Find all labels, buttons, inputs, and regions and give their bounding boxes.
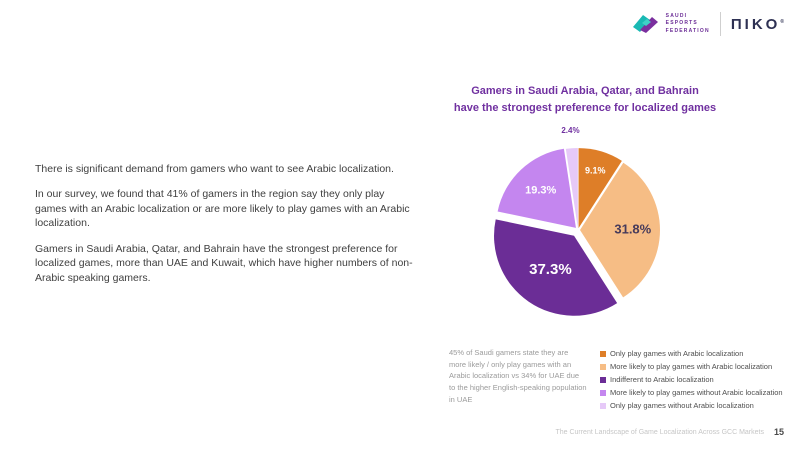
pie-slice (580, 162, 660, 298)
legend-swatch (600, 402, 606, 409)
pie-slice-label: 19.3% (525, 185, 556, 197)
legend-swatch (600, 376, 606, 383)
pie-slice (565, 148, 578, 229)
legend-label: Only play games without Arabic localizat… (610, 401, 754, 410)
paragraph: Gamers in Saudi Arabia, Qatar, and Bahra… (35, 242, 413, 284)
pie-slice-label: 9.1% (585, 166, 606, 176)
paragraph: In our survey, we found that 41% of game… (35, 188, 410, 230)
chart-note: 45% of Saudi gamers state they are more … (449, 348, 587, 404)
chart-title: Gamers in Saudi Arabia, Qatar, and Bahra… (452, 83, 718, 116)
body-text-block: There is significant demand from gamers … (35, 162, 417, 296)
saudi-esports-logo: SAUDI ESPORTS FEDERATION (631, 13, 710, 36)
niko-wordmark: ΠIKO (730, 15, 781, 33)
legend-swatch (600, 350, 606, 357)
pie-chart-container: 9.1% 31.8% 37.3% 19.3% 2.4% (468, 118, 688, 343)
saudi-esports-line: SAUDI (665, 12, 688, 19)
pie-slice (578, 148, 622, 229)
footer: The Current Landscape of Game Localizati… (555, 427, 784, 437)
pie-slice (497, 148, 576, 228)
paragraph: There is significant demand from gamers … (35, 163, 394, 175)
page-number: 15 (773, 427, 784, 437)
legend-item: More likely to play games without Arabic… (600, 388, 783, 397)
legend-label: More likely to play games with Arabic lo… (610, 362, 773, 371)
saudi-esports-wordmark: SAUDI ESPORTS FEDERATION (666, 13, 710, 36)
pie-chart: 9.1% 31.8% 37.3% 19.3% 2.4% (494, 126, 660, 316)
legend-label: Only play games with Arabic localization (610, 349, 744, 358)
niko-logo: ΠIKO® (731, 16, 784, 33)
pie-slice-label: 2.4% (561, 126, 579, 135)
legend-swatch (600, 389, 606, 396)
legend-item: Indifferent to Arabic localization (600, 375, 783, 384)
pie-slice (494, 219, 618, 316)
legend-label: More likely to play games without Arabic… (610, 388, 783, 397)
legend-item: Only play games without Arabic localizat… (600, 401, 783, 410)
header-logos: SAUDI ESPORTS FEDERATION ΠIKO® (631, 12, 784, 36)
registered-mark: ® (780, 18, 784, 25)
legend-label: Indifferent to Arabic localization (610, 375, 714, 384)
pie-slice-label: 37.3% (529, 261, 572, 278)
chart-legend: Only play games with Arabic localization… (600, 349, 783, 414)
chart-title-line: Gamers in Saudi Arabia, Qatar, and Bahra… (471, 85, 699, 97)
chart-title-line: have the strongest preference for locali… (453, 101, 717, 114)
legend-item: Only play games with Arabic localization (600, 349, 783, 358)
legend-item: More likely to play games with Arabic lo… (600, 362, 783, 371)
saudi-esports-emblem-icon (632, 15, 658, 33)
footer-report-title: The Current Landscape of Game Localizati… (555, 428, 764, 436)
logo-divider (719, 12, 721, 36)
saudi-esports-line: FEDERATION (665, 27, 710, 34)
saudi-esports-line: ESPORTS (665, 20, 698, 27)
pie-slice-label: 31.8% (614, 222, 651, 237)
legend-swatch (600, 363, 606, 370)
